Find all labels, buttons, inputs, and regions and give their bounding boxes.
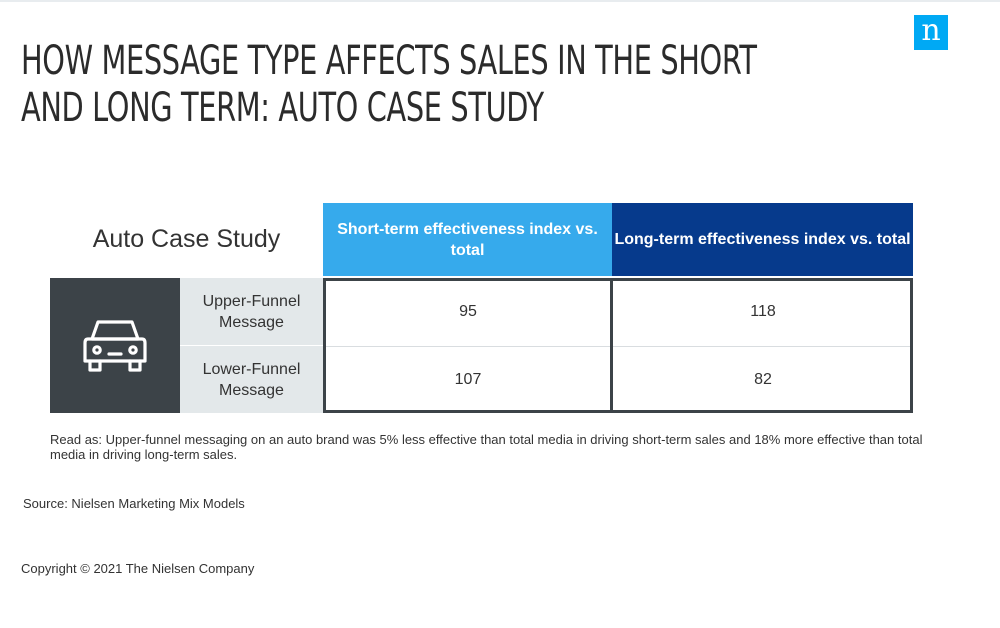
nielsen-logo-icon: n	[914, 15, 948, 50]
row-group-icon-cell	[50, 278, 180, 413]
column-header-short-term: Short-term effectiveness index vs. total	[323, 203, 612, 276]
value-upper-long-term: 118	[613, 278, 913, 346]
title-line-2: and long term: auto case study	[21, 85, 544, 131]
title-line-1: How message type affects sales in the sh…	[21, 38, 757, 84]
value-lower-long-term: 82	[613, 346, 913, 413]
page-title: How message type affects sales in the sh…	[21, 38, 757, 132]
effectiveness-table: Auto Case Study Short-term effectiveness…	[50, 203, 913, 413]
row-separator-line	[326, 346, 910, 347]
value-upper-short-term: 95	[323, 278, 613, 346]
source-note: Source: Nielsen Marketing Mix Models	[23, 496, 245, 511]
copyright-note: Copyright © 2021 The Nielsen Company	[21, 561, 255, 576]
row-label-divider	[180, 345, 323, 346]
row-label-upper-funnel: Upper-Funnel Message	[180, 278, 323, 345]
top-divider	[0, 0, 1000, 2]
table-corner-label: Auto Case Study	[92, 225, 281, 253]
row-label-lower-funnel: Lower-Funnel Message	[180, 346, 323, 413]
column-header-long-term: Long-term effectiveness index vs. total	[612, 203, 913, 276]
value-lower-short-term: 107	[323, 346, 613, 413]
table-values-grid: 95 118 107 82	[323, 278, 913, 413]
read-as-note: Read as: Upper-funnel messaging on an au…	[50, 432, 923, 462]
car-icon	[83, 319, 147, 372]
